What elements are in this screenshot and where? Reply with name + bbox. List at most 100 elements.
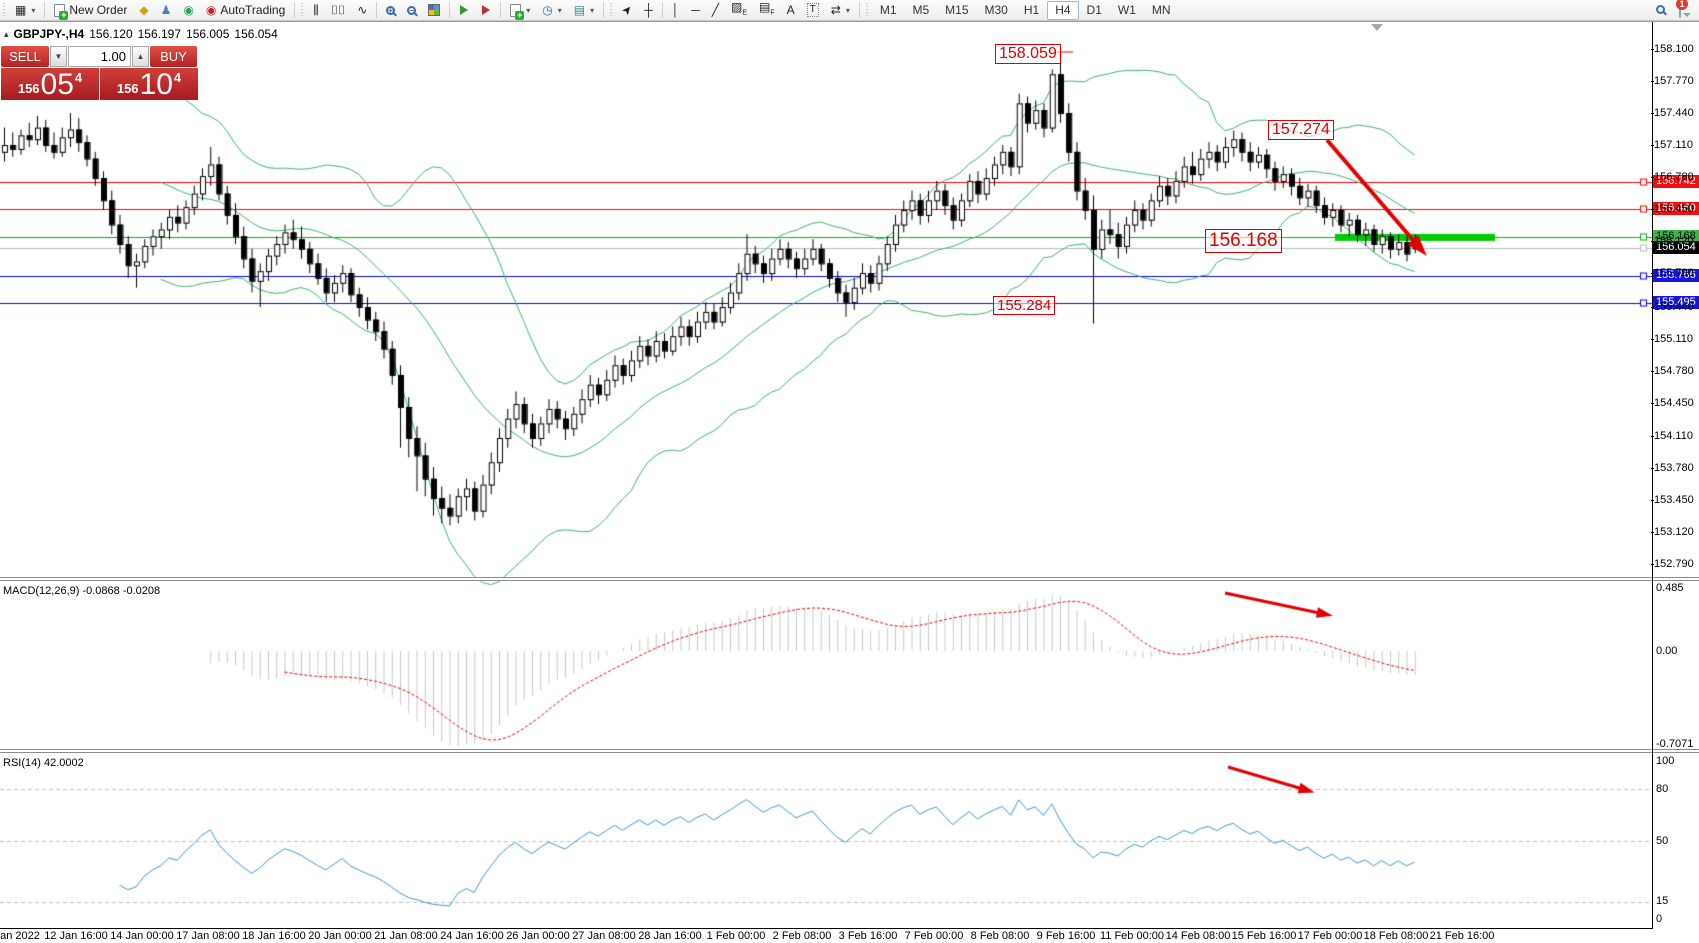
time-axis-label[interactable]: 26 Jan 00:00: [506, 930, 570, 942]
indicators-button[interactable]: ▤ ▾: [568, 1, 600, 20]
fibonacci-tool-button[interactable]: ▤F: [753, 1, 781, 20]
new-chart-button[interactable]: + ▾: [504, 1, 536, 20]
timeframe-m5-button[interactable]: M5: [912, 3, 930, 17]
new-order-icon: +: [54, 3, 69, 20]
time-axis-label[interactable]: 14 Jan 00:00: [110, 930, 174, 942]
time-axis-label[interactable]: 2 Feb 08:00: [772, 930, 832, 942]
chevron-down-icon: ▾: [845, 5, 850, 15]
time-axis-label[interactable]: 3 Feb 16:00: [838, 930, 898, 942]
sell-button[interactable]: SELL: [1, 46, 49, 67]
time-axis-label[interactable]: 14 Feb 08:00: [1165, 930, 1231, 942]
timeframe-w1-button[interactable]: W1: [1117, 3, 1136, 17]
sell-price-integer: 156: [17, 81, 40, 96]
search-button[interactable]: [1656, 3, 1665, 17]
time-axis-label[interactable]: 21 Feb 16:00: [1429, 930, 1495, 942]
price-annotation-158059[interactable]: 158.059: [995, 44, 1061, 64]
chart-shift-icon: [482, 5, 491, 15]
autotrading-button[interactable]: ◉ AutoTrading: [200, 1, 291, 20]
tile-windows-button[interactable]: [422, 1, 446, 20]
price-annotation-155284[interactable]: 155.284: [993, 296, 1056, 315]
time-axis-label[interactable]: 17 Feb 00:00: [1297, 930, 1363, 942]
time-axis-label[interactable]: 18 Feb 08:00: [1363, 930, 1429, 942]
price-axis-tick: 156.120: [1651, 235, 1698, 247]
close-value: 156.054: [234, 27, 278, 41]
time-axis-label[interactable]: 7 Feb 00:00: [904, 930, 964, 942]
trendline-tool-button[interactable]: ╱: [706, 1, 725, 20]
cursor-tool-button[interactable]: ➤: [616, 1, 638, 20]
chart-shift-marker[interactable]: [1371, 24, 1383, 31]
timeframe-d1-button[interactable]: D1: [1086, 3, 1102, 17]
pane-separator[interactable]: [0, 577, 1699, 581]
channel-tool-button[interactable]: ▨E: [725, 1, 753, 20]
price-axis-tick: 157.110: [1651, 139, 1698, 151]
candlestick-mode-button[interactable]: ⌷⌷: [325, 1, 351, 20]
arrows-tool-button[interactable]: ⇄ ▾: [825, 1, 856, 20]
macd-axis-value: 0.00: [1656, 645, 1678, 657]
price-scale-border: [1652, 22, 1653, 928]
price-axis-tick: 157.440: [1651, 107, 1698, 119]
timeframe-m30-button[interactable]: M30: [984, 3, 1008, 17]
price-line-tag: 156.742: [1653, 174, 1699, 188]
timeframe-h1-button[interactable]: H1: [1023, 3, 1040, 17]
horizontal-line-tool-button[interactable]: ─: [685, 1, 706, 20]
timeframe-h4-button[interactable]: H4: [1047, 0, 1079, 20]
time-axis-label[interactable]: 20 Jan 00:00: [308, 930, 372, 942]
toolbar-separator: [294, 2, 296, 18]
crosshair-tool-button[interactable]: ┼: [638, 1, 659, 20]
price-axis-tick: 157.770: [1651, 75, 1698, 87]
toolbar-drag-handle[interactable]: [300, 3, 306, 17]
period-button[interactable]: ◷ ▾: [536, 1, 568, 20]
time-axis-label[interactable]: 15 Feb 16:00: [1231, 930, 1297, 942]
time-axis-label[interactable]: 27 Jan 08:00: [572, 930, 636, 942]
price-annotation-157274[interactable]: 157.274: [1268, 120, 1334, 140]
toolbar-drag-handle[interactable]: [2, 3, 7, 17]
collapse-panel-icon[interactable]: ▴: [4, 28, 9, 39]
indicators-icon: ▤: [573, 3, 586, 17]
volume-increase-button[interactable]: ▲: [132, 46, 149, 67]
time-axis-label[interactable]: 24 Jan 16:00: [440, 930, 504, 942]
time-axis-label[interactable]: 8 Feb 08:00: [970, 930, 1030, 942]
vertical-line-icon: │: [671, 3, 680, 17]
new-order-button[interactable]: + New Order: [48, 1, 133, 20]
text-tool-button[interactable]: A: [781, 1, 801, 20]
notifications-button[interactable]: 1: [1676, 0, 1688, 18]
time-axis-label[interactable]: 11 Jan 2022: [0, 930, 40, 942]
time-axis-label[interactable]: 28 Jan 16:00: [638, 930, 702, 942]
toolbar-drag-handle[interactable]: [864, 3, 870, 17]
timeframe-mn-button[interactable]: MN: [1151, 3, 1171, 17]
toolbar-drag-handle[interactable]: [609, 3, 615, 17]
price-axis-tick: 153.120: [1651, 526, 1698, 538]
time-axis-label[interactable]: 12 Jan 16:00: [44, 930, 108, 942]
text-icon: A: [786, 3, 795, 17]
auto-scroll-button[interactable]: [453, 1, 475, 20]
volume-decrease-button[interactable]: ▼: [50, 46, 67, 67]
vertical-line-tool-button[interactable]: │: [666, 1, 686, 20]
history-center-button[interactable]: ◆: [133, 1, 154, 20]
time-axis-label[interactable]: 17 Jan 08:00: [176, 930, 240, 942]
time-axis-label[interactable]: 1 Feb 00:00: [706, 930, 766, 942]
chart-shift-button[interactable]: [475, 1, 497, 20]
buy-price-tile[interactable]: 156 10 4: [100, 68, 198, 100]
line-chart-mode-button[interactable]: ∿: [351, 1, 373, 20]
volume-input[interactable]: [68, 46, 131, 67]
price-axis-tick: 153.450: [1651, 494, 1698, 506]
buy-button[interactable]: BUY: [150, 46, 197, 67]
time-axis-label[interactable]: 11 Feb 00:00: [1099, 930, 1165, 942]
chart-window-menu-button[interactable]: ▦ ▾: [9, 1, 41, 20]
time-axis-label[interactable]: 21 Jan 08:00: [374, 930, 438, 942]
signals-button[interactable]: ◉: [177, 1, 199, 20]
timeframe-m15-button[interactable]: M15: [945, 3, 969, 17]
bar-chart-mode-button[interactable]: ⫼: [307, 1, 325, 20]
time-axis-label[interactable]: 18 Jan 16:00: [242, 930, 306, 942]
text-label-tool-button[interactable]: T: [801, 1, 825, 20]
timeframe-m1-button[interactable]: M1: [879, 3, 897, 17]
time-axis-label[interactable]: 9 Feb 16:00: [1036, 930, 1096, 942]
price-chart-canvas[interactable]: [0, 22, 1652, 943]
zoom-in-button[interactable]: +: [380, 1, 401, 20]
pane-separator[interactable]: [0, 749, 1699, 753]
zoom-out-button[interactable]: −: [401, 1, 422, 20]
price-annotation-156168[interactable]: 156.168: [1205, 229, 1282, 253]
sell-price-tile[interactable]: 156 05 4: [1, 68, 99, 100]
rsi-axis-value: 50: [1656, 835, 1669, 847]
metaeditor-button[interactable]: ♟: [155, 1, 178, 20]
